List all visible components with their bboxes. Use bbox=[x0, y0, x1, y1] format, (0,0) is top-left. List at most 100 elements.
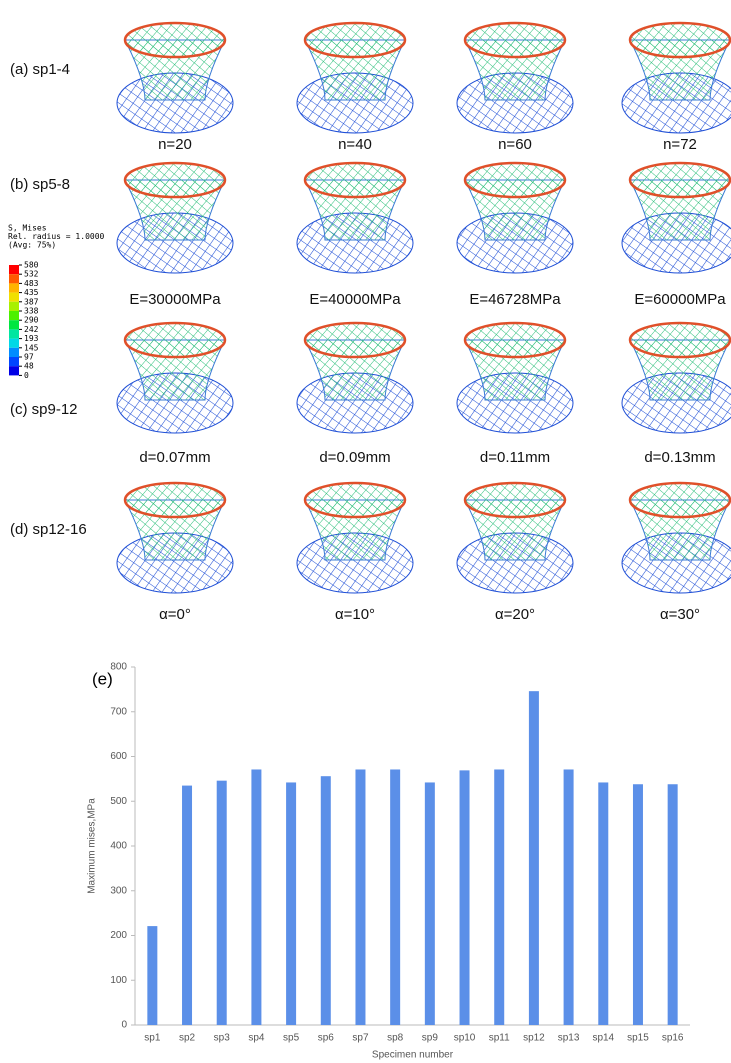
bar bbox=[147, 926, 158, 1025]
caption: n=40 bbox=[338, 136, 372, 153]
y-axis-label: Maximum mises,MPa bbox=[87, 798, 98, 894]
row-label: (d) sp12-16 bbox=[10, 521, 87, 538]
legend-swatch bbox=[9, 357, 19, 367]
y-tick-label: 300 bbox=[110, 885, 127, 896]
legend-swatch bbox=[9, 283, 19, 293]
bar bbox=[355, 769, 366, 1025]
x-tick-label: sp14 bbox=[592, 1033, 614, 1044]
legend-swatch bbox=[9, 329, 19, 339]
legend-swatch bbox=[9, 301, 19, 311]
bar bbox=[667, 784, 678, 1025]
stent-rim bbox=[303, 21, 407, 59]
x-tick-label: sp12 bbox=[523, 1033, 545, 1044]
bar bbox=[632, 784, 643, 1025]
stent-image bbox=[621, 321, 731, 434]
x-tick-label: sp15 bbox=[627, 1033, 649, 1044]
x-tick-label: sp1 bbox=[144, 1033, 161, 1044]
legend-tick-label: 532 bbox=[24, 270, 39, 279]
caption: E=30000MPa bbox=[129, 291, 221, 308]
legend-tick-label: 0 bbox=[24, 371, 29, 380]
x-tick-label: sp6 bbox=[318, 1033, 335, 1044]
caption: E=40000MPa bbox=[309, 291, 401, 308]
caption: α=10° bbox=[335, 606, 375, 623]
x-tick-label: sp4 bbox=[248, 1033, 265, 1044]
caption: E=60000MPa bbox=[634, 291, 726, 308]
stent-image bbox=[296, 481, 414, 594]
stent-image bbox=[621, 21, 731, 134]
y-tick-label: 700 bbox=[110, 706, 127, 717]
stent-rim bbox=[628, 321, 731, 359]
stent-rim bbox=[303, 161, 407, 199]
row-label: (c) sp9-12 bbox=[10, 401, 78, 418]
x-tick-label: sp11 bbox=[489, 1033, 510, 1044]
legend-tick-label: 242 bbox=[24, 325, 39, 334]
legend-title: S, Mises bbox=[8, 224, 47, 233]
caption: n=20 bbox=[158, 136, 192, 153]
bar bbox=[251, 769, 262, 1025]
stent-rim bbox=[123, 161, 227, 199]
stent-rim bbox=[463, 21, 567, 59]
row-label: (a) sp1-4 bbox=[10, 61, 70, 78]
caption: n=72 bbox=[663, 136, 697, 153]
stent-image bbox=[116, 321, 234, 434]
legend-swatch bbox=[9, 292, 19, 302]
stent-rim bbox=[463, 161, 567, 199]
stent-rim bbox=[463, 321, 567, 359]
stent-rim bbox=[123, 321, 227, 359]
bar bbox=[216, 780, 227, 1025]
stent-image bbox=[296, 321, 414, 434]
stent-image bbox=[116, 481, 234, 594]
stent-image bbox=[296, 21, 414, 134]
stent-image bbox=[621, 481, 731, 594]
caption: α=20° bbox=[495, 606, 535, 623]
y-tick-label: 500 bbox=[110, 796, 127, 807]
caption: d=0.07mm bbox=[139, 449, 210, 466]
bar bbox=[528, 691, 539, 1025]
x-axis-label: Specimen number bbox=[372, 1050, 454, 1061]
stent-rim bbox=[628, 21, 731, 59]
stent-image bbox=[116, 21, 234, 134]
y-tick-label: 600 bbox=[110, 751, 127, 762]
stent-image bbox=[456, 21, 574, 134]
legend-swatch bbox=[9, 265, 19, 275]
stent-image bbox=[456, 481, 574, 594]
stent-image bbox=[456, 161, 574, 274]
legend-title: Rel. radius = 1.0000 bbox=[8, 232, 105, 241]
bar bbox=[424, 782, 435, 1025]
y-tick-label: 400 bbox=[110, 841, 127, 852]
y-tick-label: 100 bbox=[110, 975, 127, 986]
caption: d=0.09mm bbox=[319, 449, 390, 466]
legend-tick-label: 97 bbox=[24, 353, 34, 362]
panel-label: (e) bbox=[92, 669, 113, 688]
stent-rim bbox=[123, 21, 227, 59]
legend-swatch bbox=[9, 338, 19, 348]
legend-tick-label: 145 bbox=[24, 343, 39, 352]
legend-tick-label: 48 bbox=[24, 362, 34, 371]
x-tick-label: sp13 bbox=[558, 1033, 580, 1044]
caption: E=46728MPa bbox=[469, 291, 561, 308]
legend-swatch bbox=[9, 311, 19, 321]
x-tick-label: sp5 bbox=[283, 1033, 300, 1044]
x-tick-label: sp10 bbox=[454, 1033, 476, 1044]
bar bbox=[563, 769, 574, 1025]
stent-rim bbox=[303, 481, 407, 519]
caption: d=0.11mm bbox=[480, 449, 550, 466]
bar bbox=[459, 770, 470, 1025]
bar bbox=[182, 785, 193, 1025]
legend-tick-label: 193 bbox=[24, 334, 39, 343]
y-tick-label: 200 bbox=[110, 930, 127, 941]
y-tick-label: 800 bbox=[110, 662, 127, 673]
legend-tick-label: 435 bbox=[24, 288, 39, 297]
bar bbox=[320, 776, 331, 1025]
x-tick-label: sp2 bbox=[179, 1033, 196, 1044]
legend-tick-label: 483 bbox=[24, 279, 39, 288]
legend-swatch bbox=[9, 274, 19, 284]
stent-rim bbox=[628, 481, 731, 519]
legend-tick-label: 387 bbox=[24, 297, 39, 306]
legend-tick-label: 338 bbox=[24, 307, 39, 316]
y-tick-label: 0 bbox=[121, 1020, 127, 1031]
stent-image bbox=[621, 161, 731, 274]
x-tick-label: sp9 bbox=[422, 1033, 439, 1044]
legend-title: (Avg: 75%) bbox=[8, 241, 56, 250]
row-label: (b) sp5-8 bbox=[10, 176, 70, 193]
